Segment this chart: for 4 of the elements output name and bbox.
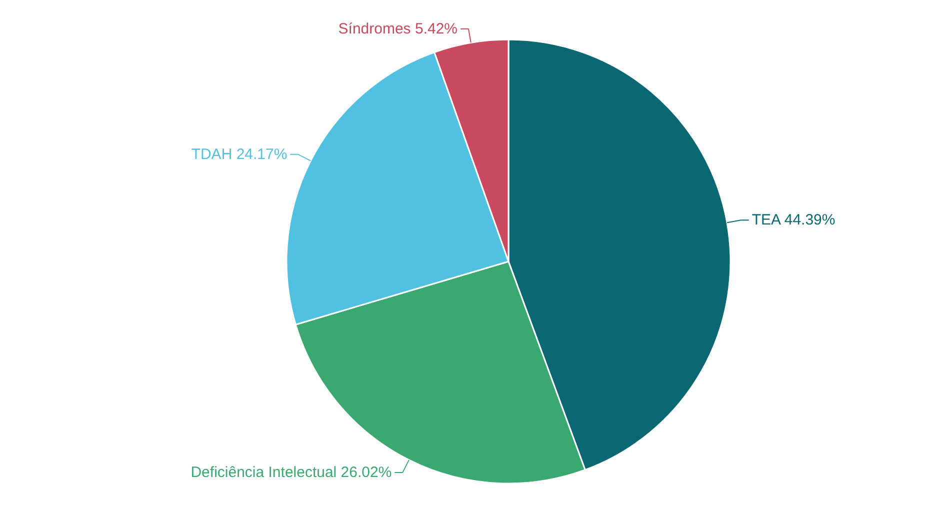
slice-label: Síndromes 5.42% (338, 20, 458, 38)
slice-label: TDAH 24.17% (191, 146, 288, 163)
slice-label: TEA 44.39% (752, 212, 836, 229)
slice-label: Deficiência Intelectual 26.02% (190, 464, 392, 481)
